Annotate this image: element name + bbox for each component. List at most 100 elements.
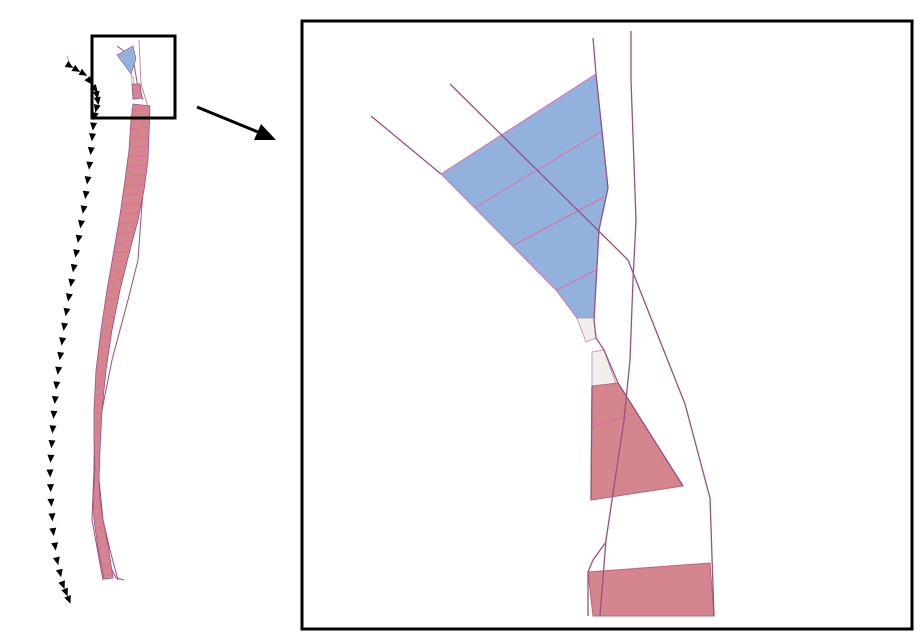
- triangle-marker-icon: [84, 176, 92, 185]
- red-stripe: [96, 535, 107, 539]
- road-line-diagonal-main: [449, 83, 715, 617]
- zoom-red-zone-2: [587, 562, 715, 617]
- triangle-marker-icon: [47, 498, 55, 507]
- red-stripe: [111, 259, 128, 263]
- triangle-marker-icon: [78, 219, 86, 229]
- red-stripe: [93, 497, 101, 501]
- red-stripe: [130, 107, 150, 111]
- overview-blue-zone: [116, 45, 137, 75]
- overview-red-stripes: [93, 107, 150, 577]
- road-line-vertical-east: [599, 31, 637, 617]
- red-stripe: [105, 297, 119, 301]
- triangle-marker-icon: [87, 146, 95, 156]
- zoom-panel: [300, 19, 914, 631]
- triangle-marker-icon: [61, 322, 69, 331]
- red-stripe: [93, 440, 101, 444]
- triangle-marker-icon: [92, 90, 100, 100]
- red-stripe: [94, 450, 101, 453]
- road-line-north-b: [138, 39, 150, 111]
- triangle-marker-icon: [48, 439, 56, 449]
- red-stripe: [99, 554, 110, 558]
- triangle-marker-icon: [78, 68, 88, 76]
- red-stripe: [118, 221, 137, 225]
- triangle-marker-icon: [57, 351, 65, 361]
- red-stripe: [93, 411, 102, 415]
- zoom-frame: [300, 19, 914, 631]
- road-line-trunk: [97, 109, 147, 581]
- overview-panel: [46, 34, 177, 604]
- red-stripe: [94, 469, 100, 472]
- zoom-road-lines: [370, 31, 715, 617]
- red-stripe: [121, 202, 142, 206]
- red-stripe: [126, 164, 148, 168]
- triangle-marker-icon: [90, 122, 98, 131]
- red-stripe: [99, 335, 111, 339]
- red-stripe: [102, 316, 115, 320]
- red-stripe: [110, 269, 125, 273]
- triangle-marker-icon: [75, 234, 83, 244]
- red-stripe: [95, 373, 106, 377]
- red-zone-polygon: [587, 562, 715, 617]
- triangle-marker-icon: [68, 278, 76, 287]
- overview-gap-zone: [130, 73, 135, 85]
- red-stripe: [93, 507, 102, 510]
- red-stripe: [125, 174, 146, 177]
- red-stripe: [129, 145, 149, 149]
- red-stripe: [96, 364, 107, 368]
- red-stripe: [93, 421, 102, 425]
- blue-stripe: [556, 269, 597, 291]
- triangle-marker-icon: [71, 64, 81, 72]
- triangle-marker-icon: [49, 527, 57, 537]
- overview-red-corridor: [92, 83, 151, 580]
- right-arrow-icon: [196, 105, 276, 140]
- red-stripe: [101, 564, 112, 567]
- red-stripe: [115, 240, 132, 244]
- triangle-marker-icon: [51, 395, 59, 405]
- triangle-marker-icon: [65, 293, 73, 302]
- triangle-marker-icon: [59, 337, 67, 346]
- red-stripe: [103, 573, 113, 577]
- triangle-marker-icon: [58, 580, 65, 590]
- red-stripe: [101, 326, 113, 330]
- road-line-south-spur: [587, 541, 607, 616]
- triangle-marker-icon: [84, 76, 93, 85]
- red-stripe: [93, 430, 101, 434]
- triangle-marker-icon: [49, 425, 57, 434]
- triangle-marker-icon: [55, 366, 63, 375]
- red-stripe: [94, 392, 104, 396]
- overview-marker-track: [46, 60, 101, 604]
- road-line-red-west-edge: [590, 385, 593, 501]
- red-stripe: [129, 136, 149, 139]
- blue-stripe: [513, 196, 605, 246]
- triangle-marker-icon: [53, 381, 61, 390]
- triangle-marker-icon: [47, 454, 55, 463]
- triangle-marker-icon: [48, 513, 56, 522]
- blue-stripe: [475, 130, 603, 208]
- red-stripe: [93, 516, 103, 520]
- triangle-marker-icon: [93, 96, 101, 106]
- triangle-marker-icon: [82, 190, 90, 200]
- red-stripe: [127, 155, 149, 158]
- red-stripe: [590, 412, 638, 428]
- red-stripe: [129, 126, 150, 130]
- red-stripe: [113, 250, 130, 254]
- red-stripe: [106, 288, 120, 292]
- triangle-marker-icon: [70, 263, 78, 273]
- road-line-diagonal-west: [370, 115, 442, 175]
- red-stripe: [94, 402, 103, 406]
- red-stripe: [116, 231, 135, 234]
- triangle-marker-icon: [64, 594, 71, 604]
- triangle-marker-icon: [90, 83, 98, 93]
- red-stripe: [97, 354, 108, 358]
- triangle-marker-icon: [55, 568, 63, 578]
- triangle-marker-icon: [63, 307, 71, 317]
- triangle-marker-icon: [46, 483, 54, 493]
- blue-zone-stripes: [475, 130, 605, 291]
- triangle-marker-icon: [86, 161, 94, 170]
- red-stripe: [94, 459, 100, 463]
- triangle-marker-icon: [80, 205, 88, 214]
- red-stripe: [120, 212, 140, 215]
- triangle-marker-icon: [46, 469, 54, 478]
- red-stripe: [95, 383, 105, 387]
